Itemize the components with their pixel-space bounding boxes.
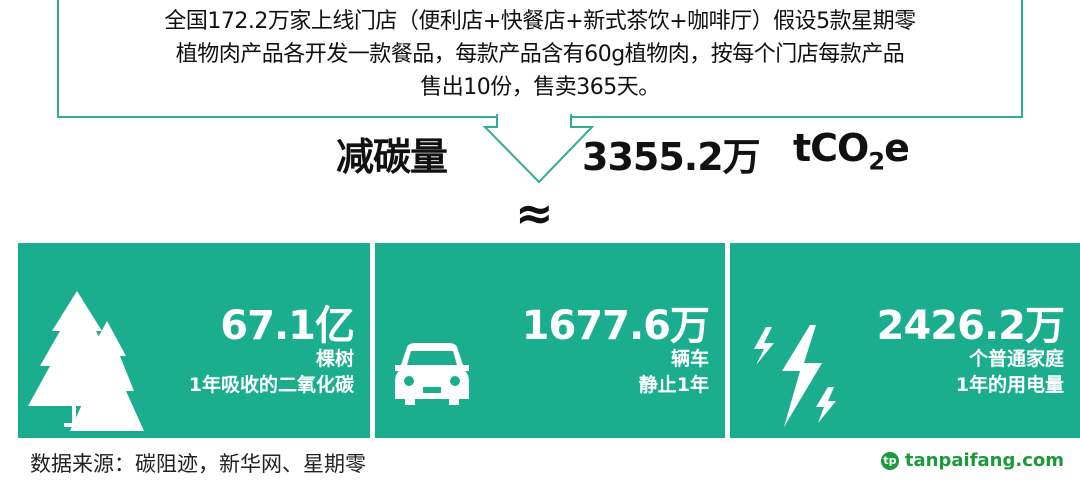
unit-suffix: e <box>884 126 910 170</box>
tree-icon <box>28 291 144 431</box>
assumption-line: 植物肉产品各开发一款餐品，每款产品含有60g植物肉，按每个门店每款产品 <box>175 42 905 67</box>
assumption-line: 售出10份，售卖365天。 <box>420 75 660 100</box>
panel-caption: 辆车静止1年 <box>639 346 709 398</box>
approx-symbol: ≈ <box>515 186 554 240</box>
caption-line: 棵树 <box>315 348 354 370</box>
caption-line: 1年吸收的二氧化碳 <box>188 374 354 396</box>
panel-households: 2426.2万 个普通家庭 1年的用电量 <box>730 243 1080 438</box>
reduction-label: 减碳量 <box>336 135 448 179</box>
panel-caption: 棵树 1年吸收的二氧化碳 <box>189 346 354 398</box>
unit-sub: 2 <box>868 147 885 176</box>
watermark-logo: tp tanpaifang.com <box>880 450 1064 471</box>
caption-line: 静止1年 <box>638 374 709 396</box>
assumption-box: 全国172.2万家上线门店（便利店+快餐店+新式茶饮+咖啡厅）假设5款星期零 植… <box>57 0 1023 118</box>
caption-line: 1年的用电量 <box>955 374 1064 396</box>
panel-trees: 67.1亿 棵树 1年吸收的二氧化碳 <box>18 243 370 438</box>
watermark-text: tanpaifang.com <box>904 450 1064 471</box>
logo-icon: tp <box>880 451 899 470</box>
callout-arrow <box>482 112 595 184</box>
lightning-icon <box>754 325 836 427</box>
car-icon <box>395 343 469 405</box>
data-source: 数据来源：碳阻迹，新华网、星期零 <box>30 452 366 476</box>
panel-cars: 1677.6万 辆车静止1年 <box>375 243 725 438</box>
panel-caption: 个普通家庭 1年的用电量 <box>956 346 1064 398</box>
panel-value: 67.1亿 <box>220 303 355 349</box>
panel-value: 2426.2万 <box>876 303 1065 349</box>
caption-line: 个普通家庭 <box>968 348 1064 370</box>
reduction-unit: tCO2e <box>793 126 910 176</box>
reduction-value: 3355.2万 <box>582 135 761 179</box>
caption-line: 辆车 <box>670 348 709 370</box>
panel-value: 1677.6万 <box>521 303 710 349</box>
assumption-line: 全国172.2万家上线门店（便利店+快餐店+新式茶饮+咖啡厅）假设5款星期零 <box>164 9 916 34</box>
unit-prefix: tCO <box>793 126 869 170</box>
